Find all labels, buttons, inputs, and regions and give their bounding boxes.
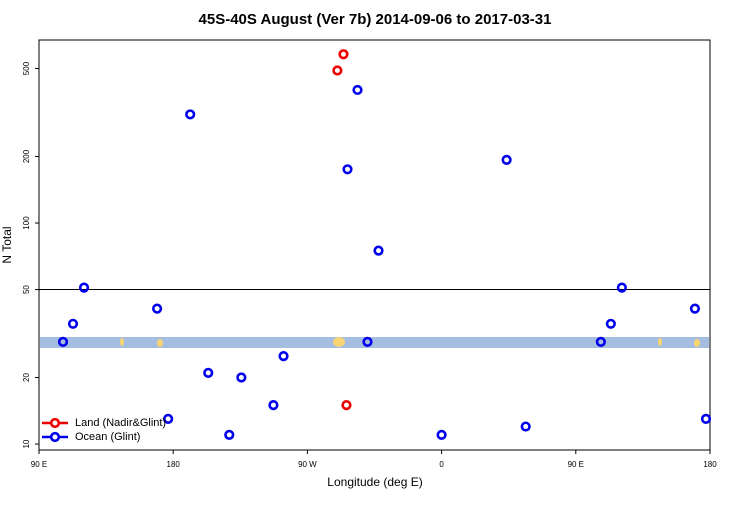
point (268, 400, 279, 411)
point (342, 164, 353, 175)
map-strip (40, 337, 709, 348)
y-tick-label: 50 (22, 285, 31, 294)
point (352, 84, 363, 96)
chart-title: 45S-40S August (Ver 7b) 2014-09-06 to 20… (199, 11, 552, 28)
point (501, 154, 512, 166)
point (78, 282, 90, 293)
legend-label: Ocean (Glint) (75, 431, 140, 443)
point (67, 318, 79, 329)
point (185, 109, 196, 120)
x-tick-label: 90 E (31, 460, 47, 469)
point (700, 413, 712, 424)
legend-marker (49, 417, 61, 429)
point (224, 429, 235, 441)
y-axis-label: N Total (0, 226, 14, 263)
plot-frame (38, 39, 711, 451)
point (436, 429, 447, 441)
y-tick-label: 20 (22, 373, 31, 382)
x-tick-label: 90 W (298, 460, 317, 469)
point (236, 372, 247, 383)
legend-marker (49, 431, 61, 443)
point (520, 421, 531, 432)
y-tick-label: 100 (22, 216, 31, 230)
point (341, 400, 352, 411)
point (57, 336, 69, 347)
y-tick-label: 500 (22, 61, 31, 75)
point (338, 49, 349, 60)
point (373, 245, 384, 256)
x-tick-label: 0 (439, 460, 444, 469)
point (278, 351, 289, 362)
y-tick-label: 10 (22, 439, 31, 448)
point (689, 303, 701, 314)
point (203, 367, 214, 378)
point (595, 336, 606, 347)
x-tick-label: 180 (167, 460, 181, 469)
y-tick-label: 200 (22, 149, 31, 163)
x-tick-label: 90 E (568, 460, 584, 469)
x-tick-label: 180 (703, 460, 717, 469)
point (605, 318, 616, 329)
point (616, 282, 627, 293)
point (163, 413, 174, 424)
legend-label: Land (Nadir&Glint) (75, 417, 166, 429)
x-axis-label: Longitude (deg E) (327, 475, 422, 489)
point (362, 336, 373, 347)
point (151, 303, 163, 314)
point (332, 65, 343, 76)
